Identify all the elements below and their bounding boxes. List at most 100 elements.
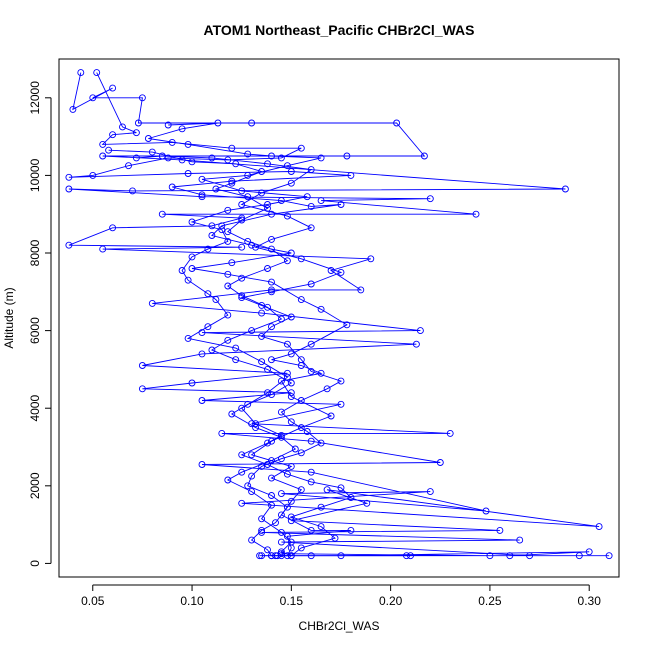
data-point [204,323,212,331]
data-point [272,519,279,527]
data-point [258,526,266,534]
data-point [248,327,256,335]
x-tick-label: 0.20 [379,594,403,608]
data-point [224,476,232,484]
data-point [472,210,480,218]
data-point [307,552,315,560]
y-axis: 0 2000 4000 6000 8000 10000 12000 [28,81,52,567]
x-tick-label: 0.25 [478,594,502,608]
data-point [168,183,176,191]
data-point [188,379,196,387]
data-point [393,119,401,127]
data-point [238,243,246,251]
data-point [268,356,275,364]
y-tick-label: 10000 [28,158,42,192]
data-point [277,490,285,498]
data-point [212,185,220,193]
y-tick-label: 6000 [28,317,42,344]
data-point [303,193,311,201]
data-point [208,346,216,354]
data-point [283,373,291,381]
data-point [244,150,252,158]
data-point [268,210,275,218]
data-point [204,245,212,253]
data-point [283,257,291,265]
data-point [198,175,206,183]
data-point [268,437,275,445]
data-point [129,187,136,195]
data-point [268,457,275,465]
data-point [204,290,212,298]
data-point [277,154,285,162]
data-point [337,484,345,492]
data-point [93,69,101,77]
data-point [134,119,142,127]
data-point [337,268,345,276]
data-point [258,552,266,560]
data-point [277,511,285,519]
data-point [119,123,126,131]
data-point [238,216,246,224]
data-point [595,523,603,531]
data-point [303,428,311,435]
data-point [526,552,534,560]
data-point [287,418,295,426]
data-point [482,507,490,515]
data-point [446,429,454,437]
data-point [268,391,275,399]
data-point [252,420,260,428]
data-point [264,365,271,373]
data-point [158,210,166,218]
data-point [264,439,271,447]
data-point [283,503,291,511]
data-point [277,548,285,556]
data-point [486,552,494,560]
data-point [224,311,232,319]
data-point [287,552,295,560]
data-point [212,296,220,304]
data-point [317,503,325,511]
data-point [426,195,434,203]
data-point [198,193,206,201]
data-point [232,356,240,364]
data-point [287,513,295,521]
data-point [184,140,192,148]
data-point [317,305,325,313]
data-point [347,526,355,534]
data-point [506,552,514,560]
data-point [268,474,275,482]
data-point [297,296,305,304]
data-point [277,197,285,205]
data-point [561,185,569,193]
data-point [287,313,295,321]
x-tick-label: 0.30 [578,594,602,608]
data-point [264,265,271,272]
data-point [264,389,271,397]
data-point [307,478,315,486]
data-point [138,385,146,393]
data-point [238,451,246,459]
data-point [184,276,192,284]
data-point [268,278,275,286]
data-point [138,362,146,369]
data-point [287,497,295,505]
data-point [317,154,325,162]
data-point [283,369,291,377]
data-point [264,303,271,311]
data-point [297,544,305,552]
data-point [188,265,196,272]
data-point [307,202,315,210]
data-point [317,197,325,205]
data-point [283,340,291,348]
data-point [363,499,371,507]
data-point [218,429,226,437]
data-point [228,259,236,267]
data-point [248,472,256,480]
data-point [224,282,232,290]
data-point [343,152,351,160]
data-point [99,245,107,253]
data-point [287,393,295,401]
data-point [277,528,285,536]
data-point [65,241,73,249]
